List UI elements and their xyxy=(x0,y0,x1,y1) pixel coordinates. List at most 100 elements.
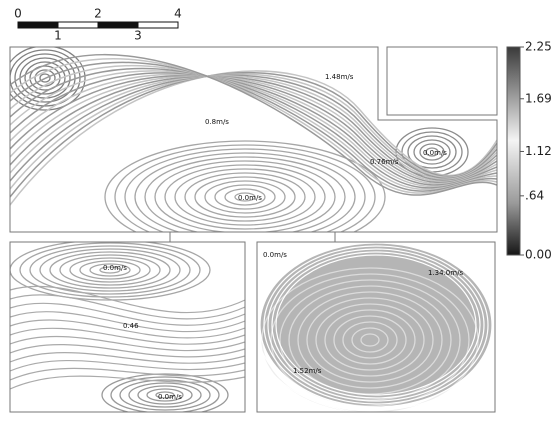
streamline xyxy=(89,263,131,277)
velocity-label: 0.46 xyxy=(123,322,139,330)
streamline xyxy=(10,75,497,183)
streamline xyxy=(214,184,276,210)
streamline xyxy=(204,180,286,214)
streamlines xyxy=(10,47,497,412)
streamline xyxy=(174,168,316,226)
streamline xyxy=(10,74,497,184)
streamline xyxy=(224,188,266,206)
streamline xyxy=(24,61,66,95)
panel-streamlines xyxy=(10,242,245,412)
streamline xyxy=(234,192,256,202)
streamline xyxy=(10,319,245,339)
streamline xyxy=(99,266,121,274)
panel-frame xyxy=(256,241,496,413)
streamline xyxy=(10,352,245,364)
streamline xyxy=(69,257,151,283)
colorbar-label: 1.69 xyxy=(525,91,552,105)
scale-segment xyxy=(57,21,99,29)
velocity-label: 0.0m/s xyxy=(238,194,262,202)
scale-label: 3 xyxy=(134,29,142,43)
streamline xyxy=(79,260,141,280)
streamline xyxy=(194,176,296,218)
velocity-label: 1.52m/s xyxy=(293,367,322,375)
streamline xyxy=(413,139,451,165)
inset-frame xyxy=(386,46,498,116)
streamline xyxy=(425,147,439,157)
streamline xyxy=(10,327,245,345)
streamline xyxy=(101,373,229,412)
streamline xyxy=(267,248,485,402)
scale-segment xyxy=(97,21,139,29)
streamline xyxy=(10,311,245,333)
streamline xyxy=(10,67,497,189)
streamline xyxy=(59,254,161,286)
streamline xyxy=(14,53,76,103)
streamline xyxy=(128,382,202,408)
streamline xyxy=(333,315,407,365)
streamline xyxy=(10,75,497,182)
streamline xyxy=(10,72,497,186)
streamline xyxy=(315,303,425,377)
colorbar-label: .64 xyxy=(525,188,544,202)
streamline xyxy=(342,321,398,359)
scale-label: 2 xyxy=(94,7,102,21)
colorbar-label: 1.12 xyxy=(525,144,552,158)
streamline xyxy=(306,297,434,383)
streamline xyxy=(10,74,497,182)
streamline xyxy=(29,245,191,295)
streamline xyxy=(10,343,245,358)
streamline xyxy=(10,367,245,381)
streamline xyxy=(324,309,416,371)
streamline xyxy=(407,135,457,169)
streamline xyxy=(10,70,497,187)
streamline xyxy=(10,335,245,352)
scale-label: 4 xyxy=(174,7,182,21)
streamline xyxy=(104,140,386,232)
streamline xyxy=(124,148,366,232)
streamline xyxy=(154,160,336,232)
streamline xyxy=(49,251,171,289)
streamline xyxy=(279,279,461,401)
streamline xyxy=(39,248,181,292)
streamline xyxy=(10,285,245,314)
colorbar xyxy=(506,46,521,256)
velocity-label: 0.76m/s xyxy=(370,158,399,166)
velocity-label: 0.0m/s xyxy=(423,149,447,157)
streamline xyxy=(19,242,201,298)
panel-streamlines xyxy=(257,242,495,412)
streamline xyxy=(144,156,346,232)
streamline xyxy=(288,285,452,395)
streamline xyxy=(275,254,477,396)
panel-frame xyxy=(9,46,498,233)
streamline xyxy=(10,360,245,372)
streamline xyxy=(137,385,193,405)
streamline xyxy=(270,273,470,407)
streamline xyxy=(164,164,326,230)
streamline xyxy=(419,143,445,161)
streamline xyxy=(10,54,497,196)
streamline xyxy=(10,61,497,192)
streamline xyxy=(360,333,380,347)
streamline xyxy=(10,75,497,181)
panel-frame xyxy=(9,241,246,413)
scale-segment xyxy=(17,21,59,29)
streamline xyxy=(297,291,443,389)
streamline xyxy=(263,245,489,405)
velocity-label: 0.0m/s xyxy=(103,264,127,272)
colorbar-label: 2.25 xyxy=(525,40,552,54)
streamline xyxy=(10,70,497,206)
streamline xyxy=(119,379,211,411)
streamline xyxy=(114,144,376,232)
streamline xyxy=(259,242,493,408)
velocity-label: 1.48m/s xyxy=(325,73,354,81)
streamline xyxy=(110,376,220,412)
streamline xyxy=(10,72,497,198)
streamline xyxy=(39,73,51,83)
panel-streamlines xyxy=(10,47,497,232)
streamline xyxy=(257,242,495,411)
scale-label: 1 xyxy=(54,29,62,43)
streamline xyxy=(184,172,306,222)
streamline xyxy=(271,251,481,399)
streamline xyxy=(10,64,497,191)
